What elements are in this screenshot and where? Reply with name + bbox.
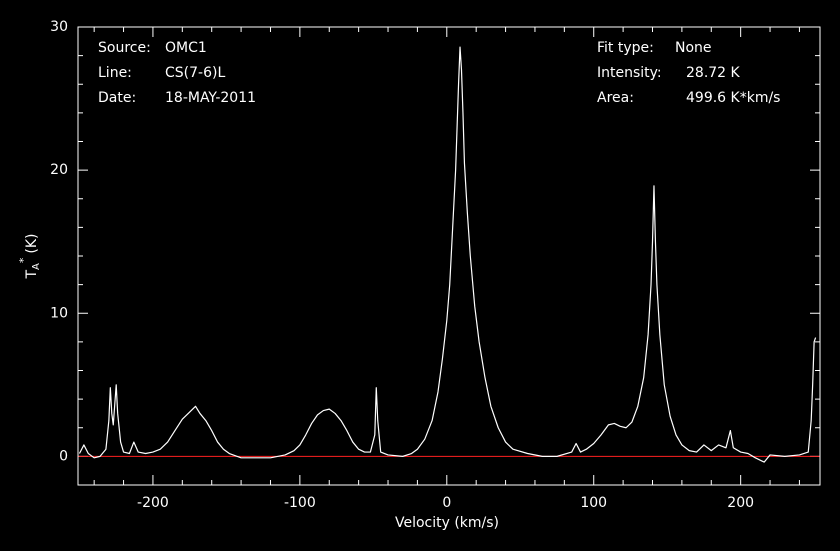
plot-frame [77,26,821,486]
info-value: 18-MAY-2011 [165,90,256,106]
y-tick-label: 20 [50,162,68,178]
info-value: None [675,40,712,56]
info-value: 28.72 K [686,65,741,81]
info-label: Source: [98,40,151,56]
y-label-base: T [24,270,40,280]
info-label: Area: [597,90,634,106]
y-label-sup: * [17,257,30,263]
info-value: 499.6 K*km/s [686,90,780,106]
info-label: Fit type: [597,40,654,56]
y-label-unit: (K) [24,233,40,253]
y-axis-label: TA* (K) [17,233,42,279]
spectrum-line [78,46,817,463]
y-tick-label: 30 [50,19,68,35]
info-value: OMC1 [165,40,207,56]
x-tick-label: 100 [580,495,607,511]
info-label: Date: [98,90,136,106]
x-tick-label: 0 [442,495,451,511]
info-value: CS(7-6)L [165,65,225,81]
x-tick-label: -100 [284,495,316,511]
info-label: Intensity: [597,65,662,81]
y-label-sub: A [31,263,42,270]
y-tick-label: 0 [59,448,68,464]
y-tick-label: 10 [50,305,68,321]
info-label: Line: [98,65,132,81]
x-tick-label: 200 [727,495,754,511]
x-axis-label: Velocity (km/s) [395,515,499,531]
x-tick-label: -200 [137,495,169,511]
